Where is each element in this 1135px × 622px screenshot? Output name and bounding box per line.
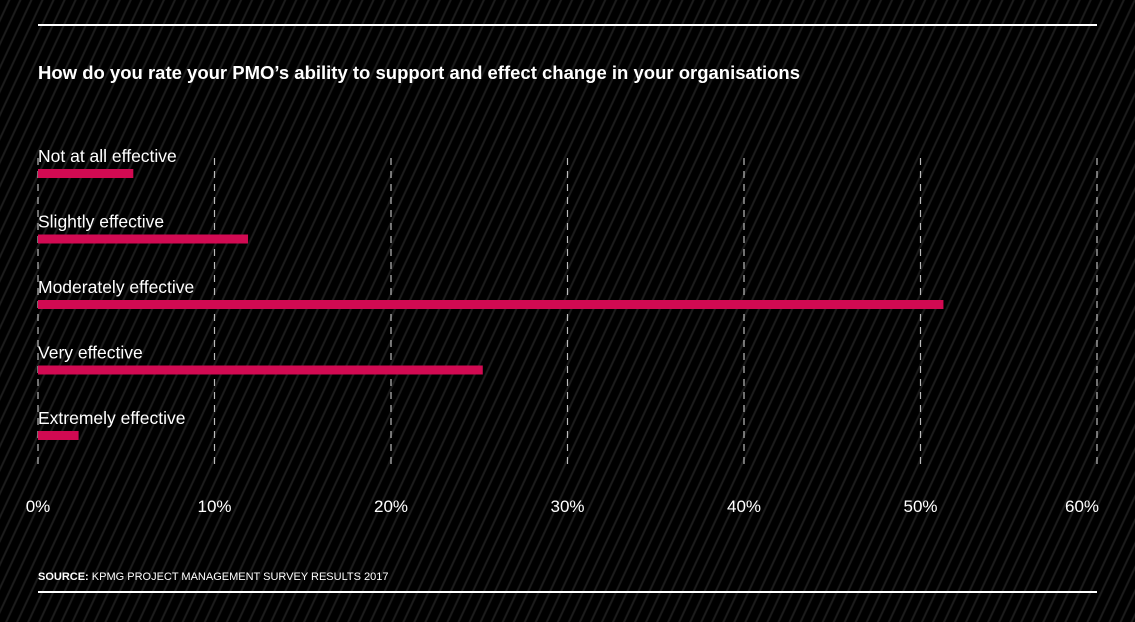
- category-label: Moderately effective: [38, 277, 194, 297]
- x-tick-label: 40%: [727, 497, 761, 516]
- bar: [38, 431, 79, 440]
- top-rule: [38, 24, 1097, 26]
- bar: [38, 234, 249, 244]
- x-tick-label: 50%: [903, 497, 937, 516]
- source-note: SOURCE: KPMG PROJECT MANAGEMENT SURVEY R…: [38, 571, 388, 583]
- x-tick-label: 20%: [374, 497, 408, 516]
- source-text: KPMG PROJECT MANAGEMENT SURVEY RESULTS 2…: [88, 571, 389, 583]
- bar: [38, 300, 944, 309]
- bar: [38, 365, 483, 375]
- bar: [38, 169, 134, 178]
- source-label: SOURCE:: [38, 571, 89, 583]
- bottom-rule: [38, 591, 1097, 593]
- chart-title: How do you rate your PMO’s ability to su…: [38, 62, 801, 83]
- category-label: Not at all effective: [38, 146, 177, 166]
- x-tick-label: 0%: [26, 497, 51, 516]
- category-label: Slightly effective: [38, 212, 164, 232]
- category-label: Very effective: [38, 343, 143, 363]
- x-tick-label: 30%: [550, 497, 584, 516]
- x-tick-label: 10%: [197, 497, 231, 516]
- x-tick-label: 60%: [1065, 497, 1099, 516]
- category-label: Extremely effective: [38, 408, 186, 428]
